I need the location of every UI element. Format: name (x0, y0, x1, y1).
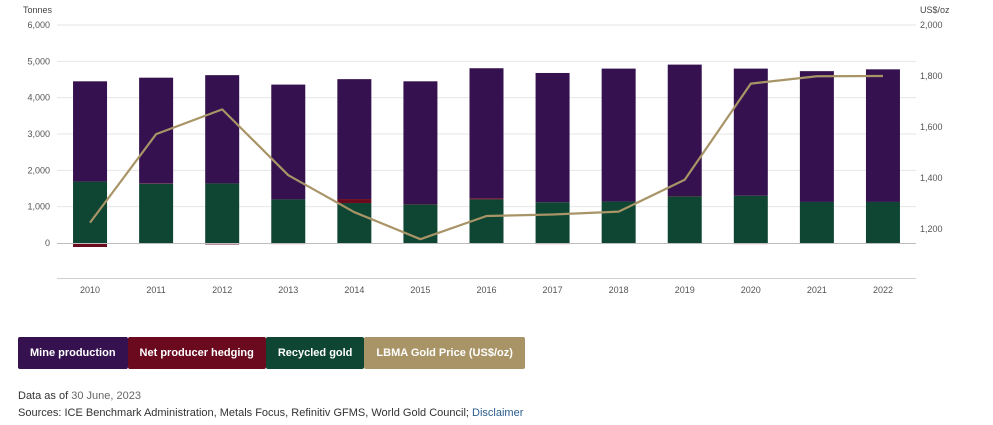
x-tick-label: 2020 (741, 285, 761, 295)
x-tick-label: 2015 (410, 285, 430, 295)
bar-recycled-gold (601, 201, 636, 243)
data-as-of: Data as of 30 June, 2023 (18, 388, 523, 405)
disclaimer-link[interactable]: Disclaimer (472, 407, 524, 419)
x-tick-label: 2016 (476, 285, 496, 295)
bar-recycled-gold (469, 199, 504, 243)
bar-recycled-gold (337, 203, 372, 243)
x-tick-label: 2013 (278, 285, 298, 295)
x-tick-label: 2017 (543, 285, 563, 295)
bar-mine-production (73, 81, 108, 182)
chart-legend: Mine production Net producer hedging Rec… (18, 337, 525, 369)
bar-mine-production (271, 84, 306, 200)
x-tick-label: 2010 (80, 285, 100, 295)
bar-recycled-gold (733, 195, 768, 243)
y-tick-label-left: 0 (45, 238, 50, 248)
bar-recycled-gold (73, 181, 108, 243)
bar-recycled-gold (799, 201, 834, 243)
y-tick-label-right: 2,000 (920, 20, 943, 30)
x-tick-label: 2018 (609, 285, 629, 295)
data-as-of-date: 30 June, 2023 (71, 390, 141, 402)
bar-mine-production (337, 79, 372, 200)
bar-recycled-gold (139, 183, 174, 243)
sources: Sources: ICE Benchmark Administration, M… (18, 405, 523, 422)
x-tick-label: 2012 (212, 285, 232, 295)
line-lbma-gold-price (89, 74, 883, 241)
y-tick-label-left: 1,000 (27, 202, 50, 212)
data-as-of-label: Data as of (18, 390, 69, 402)
bar-recycled-gold (403, 204, 438, 243)
y-tick-label-right: 1,400 (920, 173, 943, 183)
y-tick-label-right: 1,200 (920, 224, 943, 234)
bar-net-producer-hedging (73, 243, 108, 247)
y-tick-label-left: 6,000 (27, 20, 50, 30)
y-tick-label-left: 5,000 (27, 56, 50, 66)
bar-net-producer-hedging (337, 199, 372, 204)
bar-recycled-gold (205, 183, 240, 243)
x-tick-label: 2011 (146, 285, 165, 295)
bar-mine-production (667, 64, 702, 197)
bar-recycled-gold (271, 199, 306, 243)
bar-mine-production (601, 68, 636, 202)
stacked-bar-line-chart: 6,000 5,000 4,000 3,000 2,000 1,000 0 2,000 1,80… (23, 5, 950, 295)
bar-mine-production (733, 68, 768, 196)
bar-net-producer-hedging (469, 198, 504, 200)
bar-mine-production (469, 68, 504, 199)
legend-item-mine-production[interactable]: Mine production (18, 337, 128, 369)
bar-mine-production (799, 71, 834, 202)
x-tick-label: 2014 (344, 285, 364, 295)
y-tick-label-right: 1,800 (920, 71, 943, 81)
y-tick-label-left: 4,000 (27, 93, 50, 103)
x-tick-label: 2019 (675, 285, 695, 295)
x-tick-label: 2021 (807, 285, 827, 295)
left-axis-unit: Tonnes (23, 5, 53, 15)
y-tick-label-left: 3,000 (27, 129, 50, 139)
y-tick-label-left: 2,000 (27, 165, 50, 175)
bar-mine-production (205, 75, 240, 184)
legend-item-lbma-gold-price[interactable]: LBMA Gold Price (US$/oz) (364, 337, 525, 369)
bar-recycled-gold (865, 201, 900, 243)
bar-recycled-gold (667, 196, 702, 243)
legend-item-recycled-gold[interactable]: Recycled gold (265, 337, 365, 369)
y-tick-label-right: 1,600 (920, 122, 943, 132)
bar-mine-production (403, 81, 438, 205)
chart-footer: Data as of 30 June, 2023 Sources: ICE Be… (18, 388, 523, 422)
x-tick-label: 2022 (873, 285, 893, 295)
bar-mine-production (535, 72, 570, 203)
right-axis-unit: US$/oz (920, 5, 950, 15)
bar-mine-production (865, 69, 900, 202)
bar-recycled-gold (535, 202, 570, 243)
legend-item-net-producer-hedging[interactable]: Net producer hedging (127, 337, 266, 369)
sources-text: Sources: ICE Benchmark Administration, M… (18, 407, 469, 419)
